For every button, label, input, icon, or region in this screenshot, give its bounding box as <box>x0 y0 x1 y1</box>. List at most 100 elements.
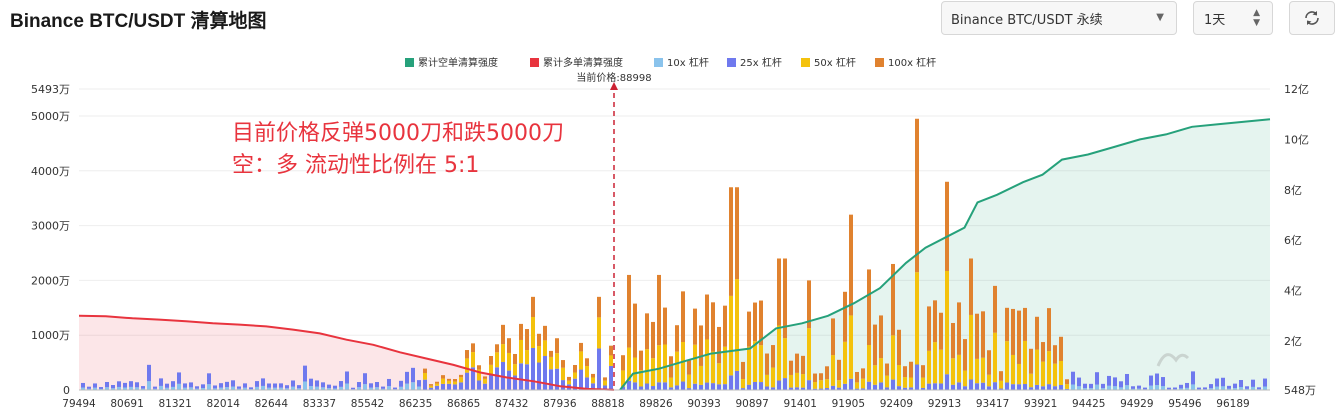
bar-lev25 <box>357 382 361 388</box>
bar-lev10 <box>297 388 301 390</box>
y-left-tick-label: 4000万 <box>31 165 70 178</box>
bar-lev25 <box>861 388 865 390</box>
bar-lev50 <box>573 372 577 379</box>
bar-lev10 <box>1107 385 1111 390</box>
bar-lev100 <box>639 350 643 371</box>
bar-lev25 <box>855 388 859 390</box>
bar-lev25 <box>1047 384 1051 390</box>
legend-label-lev100: 100x 杠杆 <box>888 56 936 69</box>
bar-lev100 <box>645 313 649 350</box>
bar-lev10 <box>87 388 91 390</box>
x-tick-label: 93417 <box>976 398 1009 410</box>
bar-lev100 <box>453 379 457 382</box>
x-tick-label: 90897 <box>735 398 768 410</box>
bar-lev100 <box>1011 308 1015 355</box>
bar-lev100 <box>939 312 943 350</box>
bar-lev100 <box>531 296 535 318</box>
bar-lev50 <box>1029 373 1033 388</box>
bar-lev10 <box>135 387 139 390</box>
bar-lev25 <box>651 386 655 390</box>
bar-lev10 <box>1113 386 1117 390</box>
bar-lev50 <box>1005 341 1009 383</box>
bar-lev25 <box>705 382 709 390</box>
period-select[interactable]: 1天 ▲ ▼ <box>1193 1 1273 35</box>
long-cum-area <box>79 315 614 390</box>
current-price-arrow <box>610 82 618 90</box>
bar-lev100 <box>711 302 715 352</box>
bar-lev25 <box>807 380 811 390</box>
bar-lev25 <box>237 386 241 389</box>
bar-lev25 <box>345 371 349 384</box>
bar-lev25 <box>285 385 289 389</box>
bar-lev25 <box>1155 373 1159 386</box>
bar-lev100 <box>483 376 487 379</box>
bar-lev25 <box>255 381 259 387</box>
bar-lev25 <box>1227 385 1231 389</box>
legend-label-lev25: 25x 杠杆 <box>740 56 782 69</box>
x-tick-label: 85542 <box>351 398 384 410</box>
bar-lev50 <box>1023 340 1027 385</box>
bar-lev25 <box>1023 384 1027 390</box>
bar-lev100 <box>861 368 865 379</box>
bar-lev100 <box>651 321 655 359</box>
bar-lev50 <box>927 350 931 384</box>
bar-lev25 <box>981 382 985 390</box>
bar-lev25 <box>147 364 151 382</box>
bar-lev25 <box>111 385 115 389</box>
bar-lev25 <box>453 384 457 390</box>
bar-lev100 <box>1017 310 1021 364</box>
bar-lev25 <box>93 383 97 388</box>
bar-lev100 <box>657 274 661 346</box>
legend: 累计空单清算强度 累计多单清算强度 10x 杠杆 25x 杠杆 50x 杠杆 100x 杠… <box>405 56 936 69</box>
bar-lev25 <box>189 382 193 388</box>
bar-lev50 <box>813 382 817 389</box>
bar-lev10 <box>1161 386 1165 390</box>
bar-lev50 <box>483 378 487 384</box>
bar-lev100 <box>789 360 793 375</box>
bar-lev25 <box>1185 382 1189 388</box>
bar-lev25 <box>375 382 379 388</box>
bar-lev25 <box>1065 388 1069 390</box>
bar-lev25 <box>735 370 739 390</box>
bar-lev10 <box>195 388 199 390</box>
bar-lev25 <box>429 387 433 390</box>
bar-lev25 <box>369 383 373 388</box>
bar-lev25 <box>297 385 301 389</box>
bar-lev25 <box>1041 386 1045 390</box>
bar-lev25 <box>831 385 835 390</box>
bar-lev25 <box>363 373 367 385</box>
bar-lev25 <box>597 348 601 390</box>
bar-lev100 <box>981 311 985 358</box>
bar-lev100 <box>1047 308 1051 352</box>
bar-lev25 <box>933 383 937 390</box>
bar-lev10 <box>399 386 403 390</box>
bar-lev100 <box>549 350 553 357</box>
bar-lev25 <box>1011 384 1015 390</box>
bar-lev25 <box>495 367 499 390</box>
bar-lev25 <box>261 378 265 386</box>
bar-lev25 <box>747 384 751 390</box>
bar-lev50 <box>819 380 823 389</box>
bar-lev25 <box>201 384 205 389</box>
y-left-tick-label: 3000万 <box>31 220 70 233</box>
bar-lev25 <box>1173 387 1177 390</box>
y-right-tick-label: 548万 <box>1284 384 1316 397</box>
bar-lev10 <box>201 388 205 390</box>
bar-lev100 <box>765 353 769 375</box>
market-select[interactable]: Binance BTC/USDT 永续 ▼ <box>941 1 1177 35</box>
bar-lev100 <box>873 324 877 366</box>
x-tick-label: 87432 <box>495 398 528 410</box>
legend-swatch-long_cum <box>530 58 539 67</box>
bar-lev25 <box>153 386 157 389</box>
bar-lev100 <box>537 333 541 347</box>
bar-lev100 <box>921 365 925 378</box>
bar-lev100 <box>1059 336 1063 361</box>
bar-lev100 <box>525 329 529 351</box>
bar-lev10 <box>291 386 295 390</box>
bar-lev25 <box>777 380 781 390</box>
refresh-button[interactable] <box>1289 1 1335 35</box>
bar-lev100 <box>471 343 475 353</box>
annotation-line-1: 目前价格反弹5000刀和跌5000刀 <box>232 121 564 146</box>
